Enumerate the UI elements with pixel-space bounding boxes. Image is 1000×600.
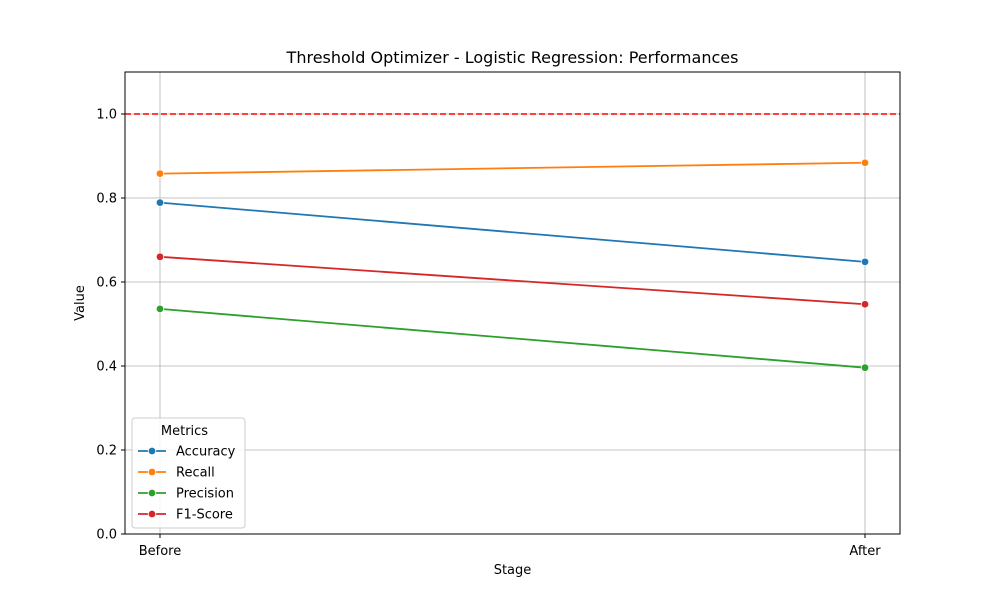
series-accuracy [155, 198, 870, 267]
series-line [159, 307, 866, 369]
y-tick-label: 0.8 [96, 192, 117, 207]
y-tick-label: 0.0 [96, 528, 117, 543]
series-line [159, 255, 866, 306]
legend-item: Precision [138, 487, 234, 502]
y-tick-label: 0.4 [96, 360, 117, 375]
series-recall [155, 158, 870, 178]
data-point [860, 300, 870, 309]
legend-swatch-marker [147, 509, 157, 519]
x-tick-label: After [849, 544, 881, 559]
legend-title: Metrics [161, 424, 208, 439]
data-point [860, 158, 870, 167]
series-precision [155, 304, 870, 372]
plot-frame [124, 71, 901, 535]
legend-swatch-marker [147, 467, 157, 477]
chart-title: Threshold Optimizer - Logistic Regressio… [286, 48, 739, 67]
legend-swatch-marker [147, 446, 157, 456]
legend-label: Accuracy [176, 445, 236, 460]
legend-item: F1-Score [138, 508, 233, 523]
legend-label: F1-Score [176, 508, 233, 523]
y-tick-label: 0.2 [96, 444, 117, 459]
series-line [159, 161, 866, 175]
x-axis-label: Stage [494, 563, 532, 578]
legend-item: Accuracy [138, 445, 236, 460]
legend-box [131, 417, 246, 529]
legend-label: Precision [176, 487, 234, 502]
data-point [155, 169, 165, 178]
legend: Metrics Accuracy Recall Precision F1-Score [131, 417, 246, 529]
y-tick-label: 1.0 [96, 108, 117, 123]
data-point [155, 198, 165, 207]
data-point [155, 304, 165, 314]
data-point [860, 257, 870, 267]
legend-label: Recall [176, 466, 215, 481]
series-layer [155, 158, 870, 372]
series-line [159, 201, 866, 263]
legend-item: Recall [138, 466, 215, 481]
data-point [155, 252, 165, 261]
series-f1-score [155, 252, 870, 309]
axes: 0.0 0.2 0.4 0.6 0.8 1.0 Before After [96, 108, 881, 560]
legend-swatch-marker [147, 488, 157, 498]
data-point [860, 363, 870, 372]
x-tick-label: Before [139, 544, 182, 559]
y-axis-label: Value [73, 285, 88, 321]
y-tick-label: 0.6 [96, 276, 117, 291]
